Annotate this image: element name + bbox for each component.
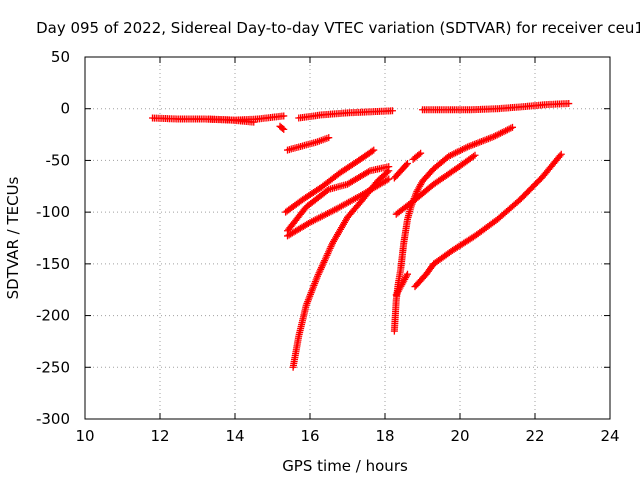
x-tick-label: 12 (150, 427, 169, 445)
y-tick-label: -250 (36, 358, 70, 376)
y-tick-label: -150 (36, 255, 70, 273)
data-point-marker (404, 160, 411, 168)
x-axis-label: GPS time / hours (282, 457, 408, 475)
data-point-marker (557, 150, 565, 158)
data-point-marker (556, 152, 564, 160)
data-point-marker (383, 168, 391, 176)
data-point-marker (404, 270, 411, 278)
x-tick-label: 24 (600, 427, 619, 445)
ticks: 10 12 14 16 18 20 22 24 50 0 -50 -100 -150 -200 -250 -3… (36, 48, 620, 445)
x-tick-label: 22 (525, 427, 544, 445)
data-point-marker (370, 146, 378, 154)
x-tick-label: 10 (75, 427, 94, 445)
data-point-marker (509, 123, 516, 131)
plot-frame (84, 56, 611, 420)
data-point-marker (368, 147, 376, 155)
data-point-marker (364, 168, 372, 176)
x-tick-label: 14 (225, 427, 244, 445)
x-tick-label: 16 (300, 427, 319, 445)
data-point-marker (389, 107, 396, 115)
data-point-marker (325, 134, 333, 142)
y-tick-label: -100 (36, 203, 70, 221)
y-tick-label: -200 (36, 307, 70, 325)
y-tick-label: 0 (60, 100, 70, 118)
data-point-marker (402, 161, 410, 169)
data-points (149, 100, 573, 371)
x-tick-label: 20 (450, 427, 469, 445)
data-point-marker (280, 125, 288, 133)
data-point-marker (383, 176, 391, 184)
data-point-marker (565, 100, 573, 108)
x-tick-label: 18 (375, 427, 394, 445)
data-point-marker (469, 152, 477, 160)
y-tick-label: -300 (36, 410, 70, 428)
data-point-marker (471, 151, 479, 159)
data-point-marker (385, 167, 393, 175)
chart-title: Day 095 of 2022, Sidereal Day-to-day VTE… (36, 19, 640, 37)
data-point-marker (417, 149, 425, 157)
y-tick-label: -50 (46, 151, 71, 169)
data-point-marker (415, 150, 423, 158)
y-tick-label: 50 (51, 48, 70, 66)
data-point-marker (385, 175, 393, 183)
data-point-marker (280, 112, 288, 120)
y-axis-label: SDTVAR / TECUs (4, 176, 22, 299)
data-point-marker (279, 124, 286, 132)
